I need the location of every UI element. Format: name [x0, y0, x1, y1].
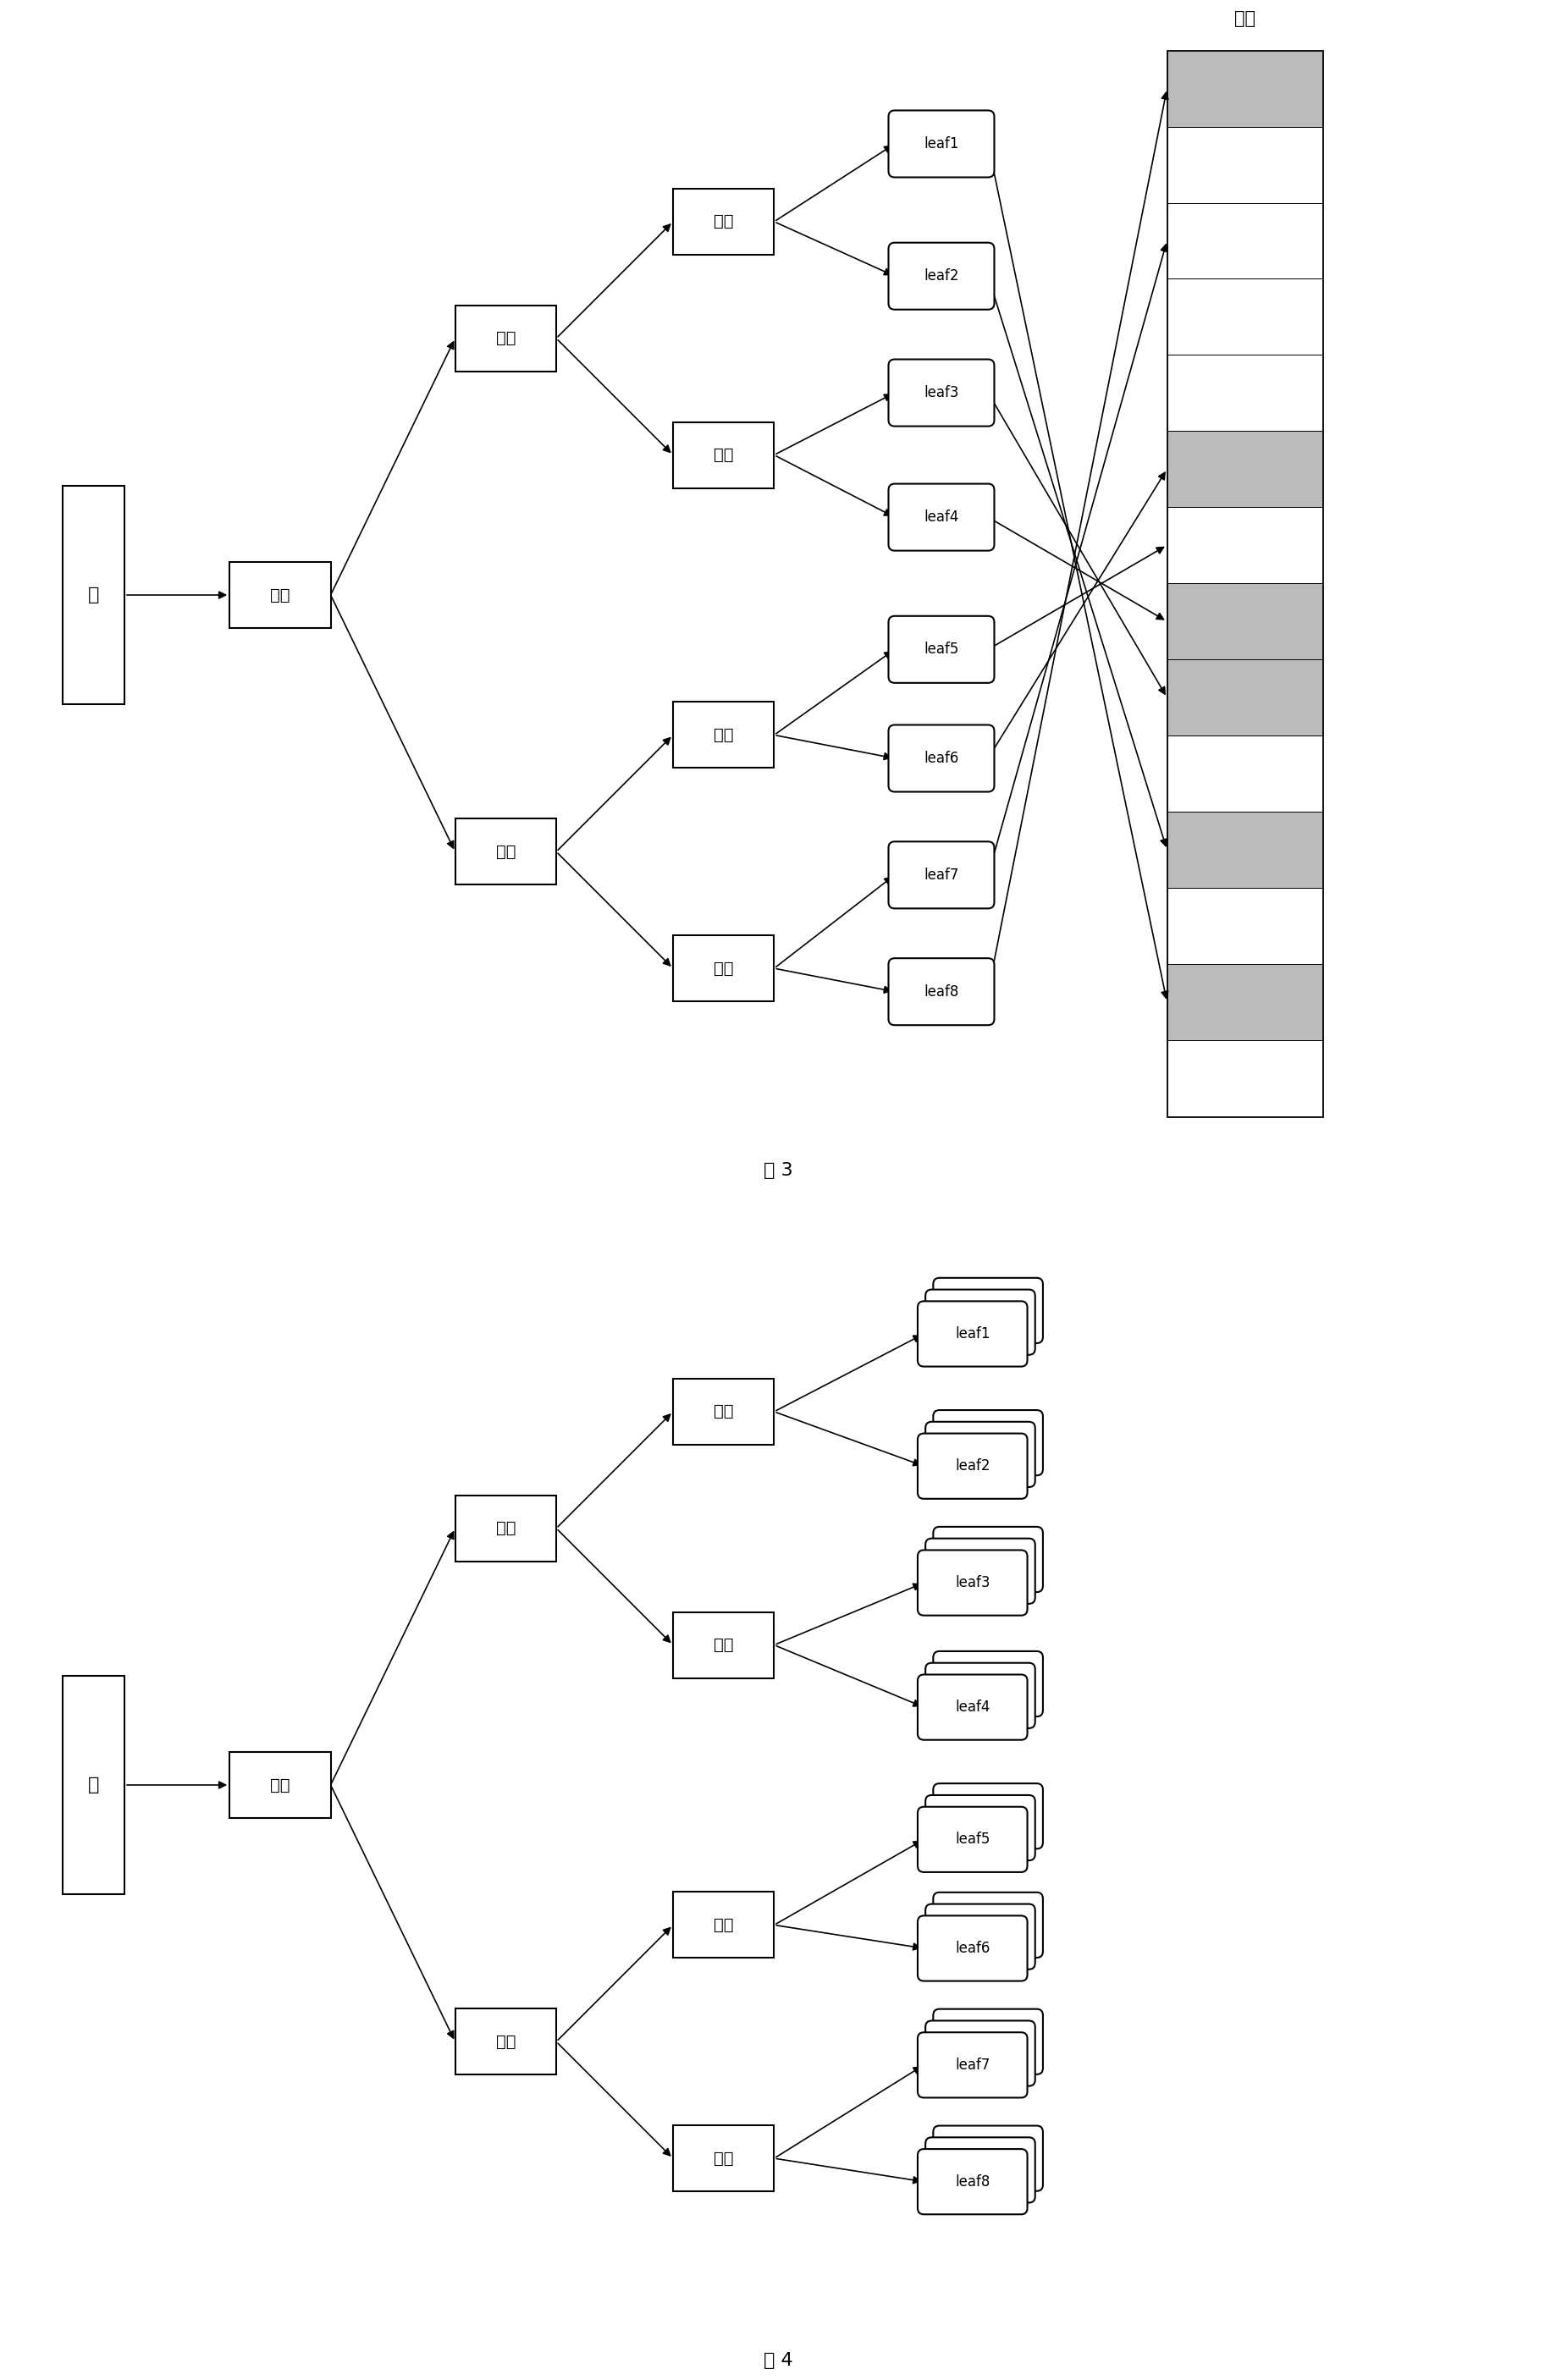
Bar [1167, 50, 1323, 1116]
Text: leaf2: leaf2 [955, 1459, 990, 1473]
Text: 节点: 节点 [271, 1778, 289, 1792]
FancyBboxPatch shape [888, 843, 994, 909]
Text: 节点: 节点 [714, 1637, 733, 1654]
Text: leaf5: leaf5 [924, 643, 958, 657]
Bar [456, 819, 557, 885]
Text: 节点: 节点 [496, 843, 515, 859]
Bar [674, 702, 775, 769]
Text: leaf8: leaf8 [955, 2173, 990, 2190]
Text: 根: 根 [87, 585, 100, 605]
Bar [1167, 507, 1323, 583]
FancyBboxPatch shape [934, 1278, 1043, 1342]
Text: 节点: 节点 [714, 726, 733, 743]
FancyBboxPatch shape [926, 1664, 1035, 1728]
Bar [674, 421, 775, 488]
Bar [62, 1676, 124, 1894]
Bar [1167, 735, 1323, 812]
Text: leaf6: leaf6 [955, 1940, 990, 1956]
Bar [1167, 812, 1323, 888]
FancyBboxPatch shape [934, 2009, 1043, 2075]
Text: 节点: 节点 [496, 331, 515, 347]
Bar [1167, 888, 1323, 964]
Bar [1167, 1040, 1323, 1116]
Text: 节点: 节点 [271, 588, 289, 602]
Bar [1167, 964, 1323, 1040]
FancyBboxPatch shape [926, 2021, 1035, 2085]
Bar [456, 305, 557, 371]
Text: 节点: 节点 [714, 1916, 733, 1933]
Text: leaf7: leaf7 [924, 866, 958, 883]
Text: leaf1: leaf1 [955, 1326, 990, 1342]
FancyBboxPatch shape [926, 1290, 1035, 1354]
FancyBboxPatch shape [934, 1892, 1043, 1959]
Text: leaf5: leaf5 [955, 1833, 990, 1847]
FancyBboxPatch shape [934, 1526, 1043, 1592]
Bar [1167, 431, 1323, 507]
Bar [1167, 278, 1323, 355]
Bar [456, 1495, 557, 1561]
Text: 根: 根 [87, 1775, 100, 1795]
Text: 内存: 内存 [1234, 10, 1256, 26]
FancyBboxPatch shape [888, 483, 994, 550]
Text: leaf4: leaf4 [955, 1699, 990, 1716]
FancyBboxPatch shape [926, 1537, 1035, 1604]
FancyBboxPatch shape [934, 2125, 1043, 2192]
Text: leaf3: leaf3 [924, 386, 958, 400]
Text: 图 3: 图 3 [764, 1161, 792, 1178]
Text: leaf2: leaf2 [924, 269, 958, 283]
FancyBboxPatch shape [934, 1783, 1043, 1849]
Text: 节点: 节点 [714, 2149, 733, 2166]
Text: leaf6: leaf6 [924, 750, 958, 766]
FancyBboxPatch shape [918, 1549, 1027, 1616]
FancyBboxPatch shape [918, 2033, 1027, 2097]
Text: leaf8: leaf8 [924, 983, 958, 1000]
FancyBboxPatch shape [926, 2137, 1035, 2202]
FancyBboxPatch shape [926, 1795, 1035, 1861]
Text: leaf7: leaf7 [955, 2056, 990, 2073]
FancyBboxPatch shape [934, 1409, 1043, 1476]
Bar [674, 2125, 775, 2192]
Text: 节点: 节点 [714, 1404, 733, 1421]
Text: leaf4: leaf4 [924, 509, 958, 526]
Bar [62, 486, 124, 704]
FancyBboxPatch shape [888, 959, 994, 1026]
FancyBboxPatch shape [934, 1652, 1043, 1716]
Bar [1167, 126, 1323, 202]
Text: 节点: 节点 [496, 2033, 515, 2049]
Bar [674, 1378, 775, 1445]
Text: 节点: 节点 [714, 959, 733, 976]
Text: 节点: 节点 [714, 447, 733, 464]
Text: leaf1: leaf1 [924, 136, 958, 152]
Bar [1167, 355, 1323, 431]
Text: 图 4: 图 4 [764, 2351, 792, 2368]
Text: 节点: 节点 [714, 214, 733, 231]
FancyBboxPatch shape [888, 109, 994, 178]
Text: leaf3: leaf3 [955, 1576, 990, 1590]
Bar [1167, 50, 1323, 126]
Bar [456, 2009, 557, 2075]
Text: 节点: 节点 [496, 1521, 515, 1537]
Bar [674, 1611, 775, 1678]
Bar [230, 1752, 330, 1818]
Bar [1167, 583, 1323, 659]
FancyBboxPatch shape [888, 359, 994, 426]
FancyBboxPatch shape [918, 1916, 1027, 1980]
FancyBboxPatch shape [918, 1433, 1027, 1499]
FancyBboxPatch shape [926, 1904, 1035, 1968]
Bar [230, 562, 330, 628]
FancyBboxPatch shape [918, 1302, 1027, 1366]
FancyBboxPatch shape [888, 616, 994, 683]
FancyBboxPatch shape [926, 1421, 1035, 1488]
FancyBboxPatch shape [888, 726, 994, 793]
Bar [674, 935, 775, 1002]
Bar [1167, 202, 1323, 278]
Bar [1167, 659, 1323, 735]
Bar [674, 1892, 775, 1959]
FancyBboxPatch shape [918, 1676, 1027, 1740]
FancyBboxPatch shape [918, 1806, 1027, 1873]
FancyBboxPatch shape [918, 2149, 1027, 2213]
FancyBboxPatch shape [888, 243, 994, 309]
Bar [674, 188, 775, 255]
